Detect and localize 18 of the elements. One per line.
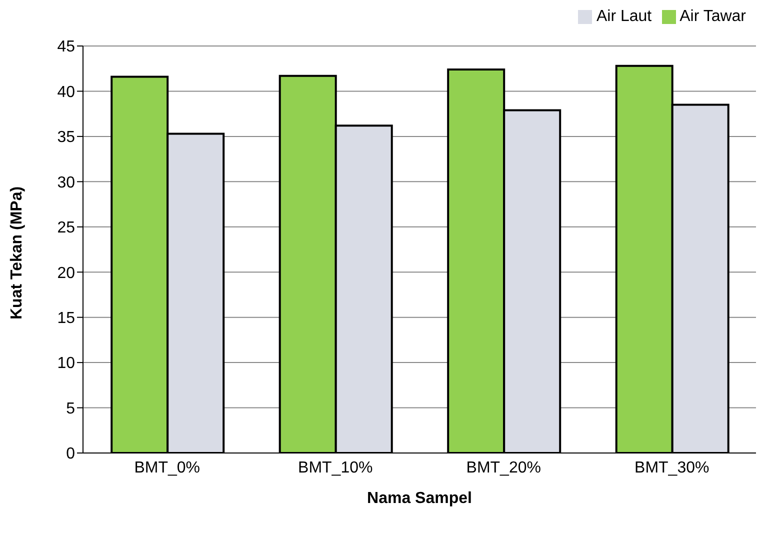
y-tick-label: 20 [57, 264, 76, 282]
x-axis-title: Nama Sampel [367, 490, 472, 507]
y-tick-label: 15 [57, 310, 76, 328]
y-tick-label: 30 [57, 174, 76, 192]
x-tick-label: BMT_20% [466, 459, 541, 476]
y-tick-label: 10 [57, 355, 76, 372]
x-tick-label: BMT_0% [134, 459, 200, 476]
x-tick-label: BMT_30% [634, 459, 710, 476]
legend-label: Air Laut [596, 8, 652, 25]
y-tick-label: 45 [57, 38, 76, 56]
legend-label: Air Tawar [680, 8, 746, 25]
y-axis-title: Kuat Tekan (MPa) [8, 186, 26, 320]
y-tick-label: 25 [57, 220, 76, 237]
x-tick-label: BMT_10% [298, 459, 373, 476]
y-tick-label: 35 [57, 129, 76, 146]
y-tick-label: 5 [66, 400, 76, 418]
y-tick-label: 40 [57, 84, 76, 101]
y-tick-label: 0 [66, 446, 76, 463]
